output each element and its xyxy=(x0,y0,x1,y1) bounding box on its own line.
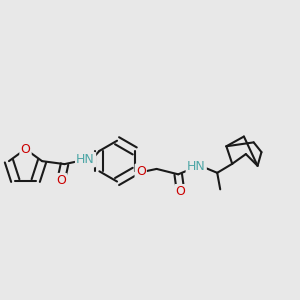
Text: HN: HN xyxy=(187,160,206,173)
Text: O: O xyxy=(56,174,66,187)
Text: O: O xyxy=(21,142,30,156)
Text: O: O xyxy=(176,185,186,198)
Text: HN: HN xyxy=(76,153,95,166)
Text: O: O xyxy=(136,165,146,178)
